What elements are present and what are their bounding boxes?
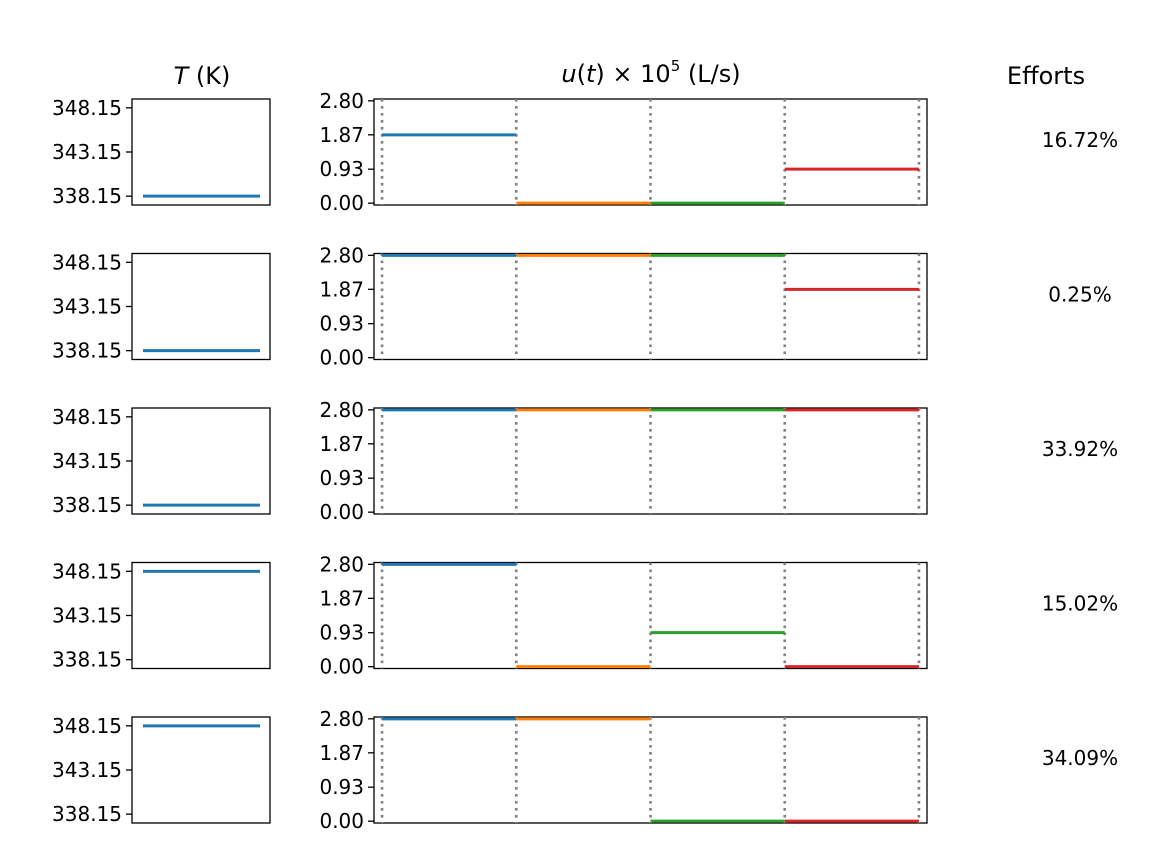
temperature-tick-label: 348.15 bbox=[52, 96, 122, 120]
flow-tick-label: 2.80 bbox=[319, 552, 364, 576]
temperature-axes-frame bbox=[131, 252, 271, 361]
flow-tick-label: 0.93 bbox=[319, 621, 364, 645]
flow-tick-label: 0.93 bbox=[319, 157, 364, 181]
temperature-tick-label: 343.15 bbox=[52, 140, 122, 164]
effort-value: 16.72% bbox=[1042, 128, 1118, 152]
flow-tick-label: 0.93 bbox=[319, 775, 364, 799]
flow-tick-label: 2.80 bbox=[319, 398, 364, 422]
temperature-tick-label: 348.15 bbox=[52, 714, 122, 738]
flow-tick-label: 1.87 bbox=[319, 741, 364, 765]
flow-tick-label: 0.00 bbox=[319, 809, 364, 833]
temperature-axes-frame bbox=[131, 716, 271, 824]
effort-value: 15.02% bbox=[1042, 592, 1118, 616]
temperature-tick-label: 338.15 bbox=[52, 648, 122, 672]
temperature-tick-label: 338.15 bbox=[52, 184, 122, 208]
row-5: 348.15 343.15 338.15 2.80 1.87 0.93 0.00 34.09% bbox=[52, 707, 1118, 833]
flow-tick-label: 0.00 bbox=[319, 191, 364, 215]
flow-column-title: u(t) × 105 (L/s) bbox=[561, 57, 740, 88]
temperature-axes-frame bbox=[131, 407, 271, 515]
flow-tick-label: 1.87 bbox=[319, 123, 364, 147]
flow-tick-label: 0.93 bbox=[319, 312, 364, 336]
temperature-tick-label: 338.15 bbox=[52, 493, 122, 517]
effort-value: 0.25% bbox=[1048, 283, 1112, 307]
flow-tick-label: 0.93 bbox=[319, 466, 364, 490]
row-2: 348.15 343.15 338.15 2.80 1.87 0.93 0.00 0.25% bbox=[52, 243, 1112, 369]
temperature-tick-label: 343.15 bbox=[52, 758, 122, 782]
flow-tick-label: 0.00 bbox=[319, 655, 364, 679]
effort-value: 33.92% bbox=[1042, 437, 1118, 461]
row-3: 348.15 343.15 338.15 2.80 1.87 0.93 0.00 33.92% bbox=[52, 398, 1118, 524]
temperature-tick-label: 348.15 bbox=[52, 405, 122, 429]
temperature-tick-label: 343.15 bbox=[52, 295, 122, 319]
temperature-axes-frame bbox=[131, 561, 271, 670]
efforts-column-title: Efforts bbox=[1007, 62, 1085, 90]
temperature-axes-frame bbox=[131, 98, 271, 206]
temperature-tick-label: 348.15 bbox=[52, 250, 122, 274]
rows: 348.15 343.15 338.15 2.80 1.87 0.93 0.00 16.72%… bbox=[52, 89, 1118, 833]
row-1: 348.15 343.15 338.15 2.80 1.87 0.93 0.00 16.72% bbox=[52, 89, 1118, 215]
temperature-tick-label: 348.15 bbox=[52, 559, 122, 583]
temperature-tick-label: 343.15 bbox=[52, 449, 122, 473]
effort-value: 34.09% bbox=[1042, 746, 1118, 770]
temperature-column-title: T (K) bbox=[174, 62, 231, 90]
flow-tick-label: 2.80 bbox=[319, 707, 364, 731]
flow-tick-label: 0.00 bbox=[319, 346, 364, 370]
flow-tick-label: 2.80 bbox=[319, 243, 364, 267]
temperature-tick-label: 343.15 bbox=[52, 604, 122, 628]
temperature-tick-label: 338.15 bbox=[52, 802, 122, 826]
flow-tick-label: 1.87 bbox=[319, 432, 364, 456]
temperature-tick-label: 338.15 bbox=[52, 339, 122, 363]
flow-tick-label: 2.80 bbox=[319, 89, 364, 113]
flow-tick-label: 1.87 bbox=[319, 586, 364, 610]
flow-tick-label: 0.00 bbox=[319, 500, 364, 524]
flow-tick-label: 1.87 bbox=[319, 277, 364, 301]
row-4: 348.15 343.15 338.15 2.80 1.87 0.93 0.00 15.02% bbox=[52, 552, 1118, 678]
